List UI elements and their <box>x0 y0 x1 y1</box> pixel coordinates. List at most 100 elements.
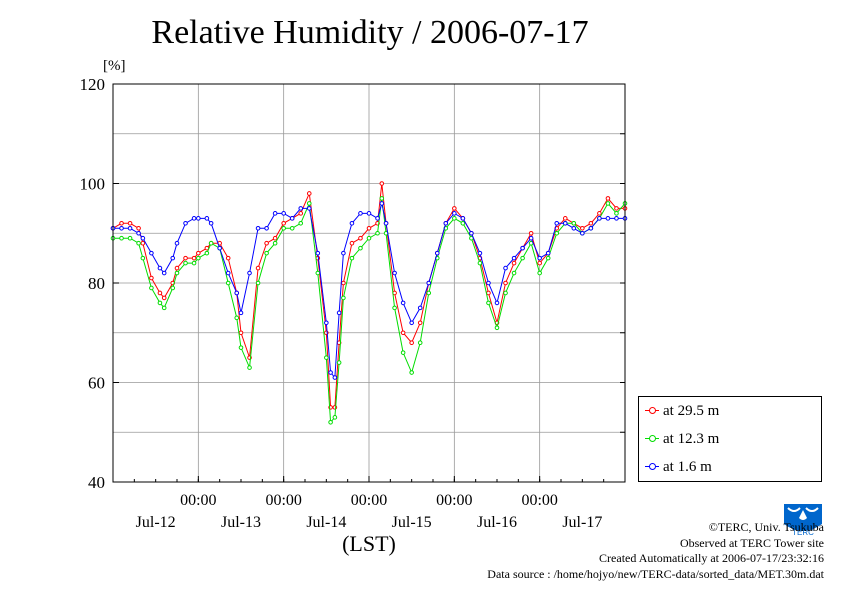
grid-lines <box>113 84 625 482</box>
data-point <box>328 420 333 425</box>
data-point <box>554 221 560 226</box>
data-point <box>281 225 286 231</box>
data-point <box>511 260 517 266</box>
data-point <box>528 235 534 241</box>
data-point <box>537 260 542 266</box>
data-point <box>336 310 342 316</box>
data-point <box>426 290 432 296</box>
data-point <box>332 415 338 420</box>
data-point <box>264 240 269 246</box>
data-point <box>247 270 252 276</box>
data-point <box>174 240 180 246</box>
data-point <box>477 250 483 256</box>
data-point <box>349 240 355 246</box>
data-point <box>580 230 585 236</box>
data-point <box>204 216 210 221</box>
observed-text: Observed at TERC Tower site <box>679 535 824 550</box>
data-point <box>183 221 188 226</box>
data-point <box>234 290 240 296</box>
data-point <box>191 260 197 266</box>
data-point <box>503 280 508 286</box>
data-point <box>225 280 231 286</box>
copyright-text: ©TERC, Univ. Tsukuba <box>708 520 824 534</box>
terc-logo-icon: TERC <box>784 504 822 537</box>
data-point <box>281 221 286 226</box>
data-point <box>366 235 372 241</box>
data-point <box>379 196 385 201</box>
data-point <box>234 315 240 321</box>
data-point <box>341 295 346 301</box>
x-tick-label: 00:00 <box>180 492 216 509</box>
data-point <box>537 270 542 276</box>
data-point <box>341 280 346 286</box>
data-point <box>358 235 363 241</box>
data-point <box>426 280 432 286</box>
data-point <box>183 255 188 261</box>
data-point <box>140 255 146 261</box>
data-point <box>315 250 321 256</box>
data-point <box>562 216 568 221</box>
data-point <box>486 280 491 286</box>
data-point <box>328 370 333 375</box>
data-point <box>157 265 163 271</box>
data-point <box>400 350 406 355</box>
data-point <box>605 216 611 221</box>
data-point <box>452 211 457 216</box>
data-point <box>247 365 252 370</box>
data-point <box>225 255 231 261</box>
data-point <box>605 201 611 206</box>
data-point <box>238 345 244 350</box>
data-point <box>119 225 124 231</box>
data-point <box>238 330 244 336</box>
x-tick-label: 00:00 <box>521 492 557 509</box>
data-point <box>174 265 180 271</box>
data-point <box>196 216 201 221</box>
data-point <box>298 221 304 226</box>
y-tick-label: 60 <box>88 374 105 393</box>
data-point <box>605 196 611 201</box>
data-point <box>127 235 133 241</box>
data-point <box>511 270 517 276</box>
data-point <box>161 270 167 276</box>
data-point <box>537 255 542 261</box>
data-point <box>503 290 508 296</box>
data-point <box>434 250 440 256</box>
data-point <box>349 255 355 261</box>
data-point <box>409 340 414 346</box>
y-axis: 40 60 80 100 120 <box>80 75 625 492</box>
legend-label: at 12.3 m <box>663 430 720 447</box>
x-day-label: Jul-14 <box>306 514 346 531</box>
data-point <box>272 211 278 216</box>
data-point <box>140 240 146 246</box>
legend-marker-red <box>645 404 659 418</box>
legend-item-29-5m: at 29.5 m <box>645 401 719 421</box>
data-point <box>332 375 338 380</box>
data-point <box>554 230 560 236</box>
data-point <box>460 221 466 226</box>
data-point <box>136 225 141 231</box>
chart-title: Relative Humidity / 2006-07-17 <box>151 14 589 51</box>
data-point <box>588 225 594 231</box>
data-point <box>520 245 525 251</box>
data-point <box>460 216 466 221</box>
legend-item-1-6m: at 1.6 m <box>645 457 712 477</box>
data-point <box>417 340 423 346</box>
data-point <box>149 285 154 291</box>
data-point <box>614 206 619 211</box>
data-point <box>336 360 342 365</box>
data-point <box>272 235 278 241</box>
data-point <box>511 255 517 261</box>
data-point <box>119 235 124 241</box>
data-point <box>298 206 304 211</box>
data-point <box>375 230 380 236</box>
data-point <box>614 211 619 216</box>
data-point <box>409 320 414 326</box>
data-point <box>289 225 295 231</box>
data-point <box>174 270 180 276</box>
data-point <box>149 250 154 256</box>
data-point <box>217 245 222 251</box>
data-point <box>383 221 389 226</box>
x-day-label: Jul-16 <box>477 514 517 531</box>
data-point <box>469 230 474 236</box>
data-point <box>400 300 406 306</box>
